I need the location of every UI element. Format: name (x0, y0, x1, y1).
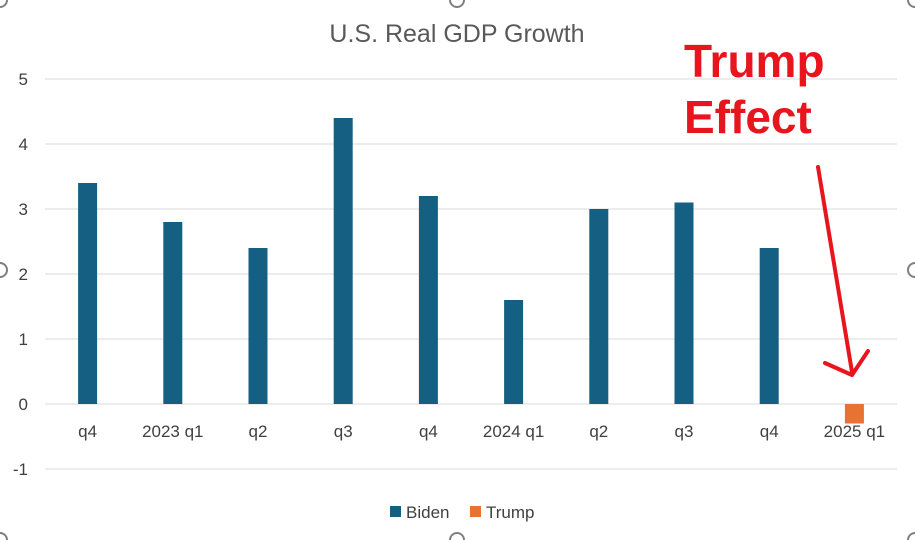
legend: Biden Trump (390, 503, 535, 522)
bar-biden (504, 300, 524, 404)
x-axis-ticks: q4 2023 q1 q2 q3 q4 2024 q1 q2 q3 q4 2025 q1 (78, 422, 885, 441)
resize-handle-right[interactable] (907, 262, 915, 278)
annotation-line-1: Trump (684, 35, 825, 87)
y-tick-label: 3 (19, 200, 28, 219)
resize-handle-bottom-left[interactable] (0, 532, 8, 540)
bar-biden (163, 222, 183, 404)
bar-biden (78, 183, 98, 404)
legend-label-trump: Trump (486, 503, 535, 522)
bar-biden (418, 196, 438, 404)
x-tick-label: q4 (78, 422, 97, 441)
x-tick-label: 2024 q1 (483, 422, 544, 441)
legend-swatch-trump (470, 506, 481, 517)
y-tick-label: 0 (19, 395, 28, 414)
resize-handle-top[interactable] (449, 0, 465, 8)
x-tick-label: 2023 q1 (142, 422, 203, 441)
y-tick-label: 5 (19, 70, 28, 89)
y-tick-label: 4 (19, 135, 28, 154)
resize-handle-bottom[interactable] (449, 532, 465, 540)
resize-handle-left[interactable] (0, 262, 8, 278)
x-tick-label: q3 (675, 422, 694, 441)
x-tick-label: q4 (760, 422, 779, 441)
y-tick-label: 2 (19, 265, 28, 284)
bar-biden (759, 248, 779, 404)
annotation-line-2: Effect (684, 91, 812, 143)
annotation: Trump Effect (684, 35, 870, 377)
bar-biden (589, 209, 609, 404)
x-tick-label: 2025 q1 (824, 422, 885, 441)
bar-trump (844, 404, 864, 424)
x-tick-label: q3 (334, 422, 353, 441)
bar-biden (333, 118, 353, 404)
bar-biden (248, 248, 268, 404)
y-axis-ticks: -1 0 1 2 3 4 5 (13, 70, 28, 479)
x-tick-label: q2 (249, 422, 268, 441)
chart-title: U.S. Real GDP Growth (329, 20, 584, 48)
bar-biden (674, 202, 694, 404)
y-tick-label: 1 (19, 330, 28, 349)
x-tick-label: q2 (589, 422, 608, 441)
gridlines (45, 78, 897, 470)
annotation-arrow (816, 165, 870, 377)
bars (78, 118, 864, 424)
resize-handle-top-right[interactable] (907, 0, 915, 8)
resize-handle-top-left[interactable] (0, 0, 8, 8)
resize-handle-bottom-right[interactable] (907, 532, 915, 540)
y-tick-label: -1 (13, 460, 28, 479)
x-tick-label: q4 (419, 422, 438, 441)
legend-label-biden: Biden (406, 503, 449, 522)
legend-swatch-biden (390, 506, 401, 517)
